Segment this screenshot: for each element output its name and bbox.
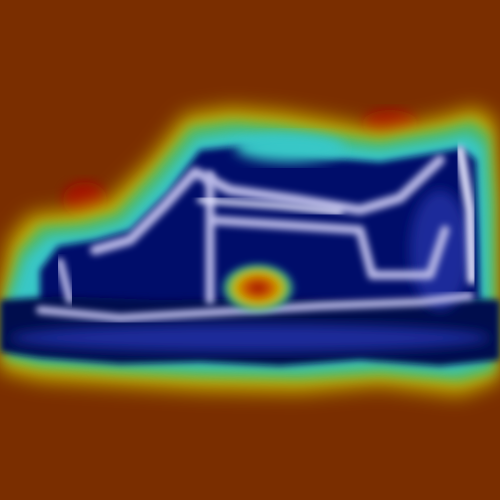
shoe-outline-inner xyxy=(205,170,450,305)
shoe-outline-toe xyxy=(455,145,477,285)
shoe-outline-top xyxy=(90,155,445,255)
sole-blue-band xyxy=(10,324,490,352)
collar-cyan-patch xyxy=(235,134,345,162)
midfoot-hotspot xyxy=(220,262,296,314)
shoe-heel-outline xyxy=(56,258,74,304)
shoe-highlight xyxy=(197,197,343,215)
